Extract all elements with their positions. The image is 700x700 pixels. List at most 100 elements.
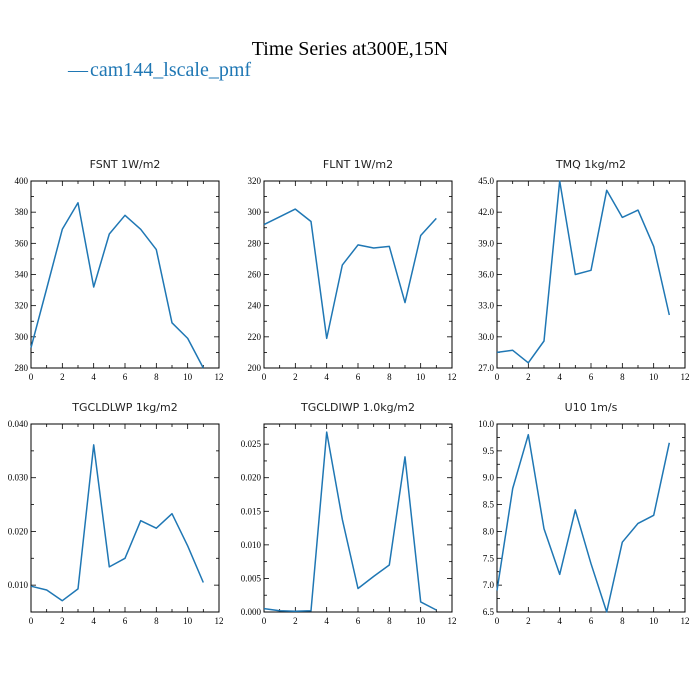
x-tick-label: 10 [649, 372, 659, 382]
y-tick-label: 6.5 [483, 607, 495, 617]
x-tick-label: 0 [29, 616, 34, 626]
x-tick-label: 4 [91, 372, 96, 382]
x-tick-label: 0 [495, 372, 500, 382]
y-tick-label: 45.0 [478, 176, 494, 186]
legend-marker: — [67, 59, 89, 81]
chart-panel-1: FSNT 1W/m2 0 2 4 6 8 10 12 280 300 320 340 360 380 400 [15, 158, 224, 382]
panel-title: TGCLDLWP 1kg/m2 [71, 401, 177, 414]
y-tick-label: 400 [15, 176, 29, 186]
x-tick-label: 10 [416, 372, 426, 382]
y-tick-label: 0.025 [241, 439, 262, 449]
panel-title: TMQ 1kg/m2 [555, 158, 626, 171]
chart-panel-2: FLNT 1W/m2 0 2 4 6 8 10 12 200 220 240 260 280 300 320 [248, 158, 457, 382]
x-tick-label: 10 [416, 616, 426, 626]
x-tick-label: 10 [649, 616, 659, 626]
x-tick-label: 10 [183, 372, 193, 382]
x-tick-label: 4 [557, 616, 562, 626]
chart-panel-4: TGCLDLWP 1kg/m2 0 2 4 6 8 10 12 0.010 0.020 0.030 0… [8, 401, 224, 626]
y-tick-label: 9.5 [483, 446, 495, 456]
y-tick-label: 280 [15, 363, 29, 373]
y-tick-label: 240 [248, 301, 262, 311]
figure-title: Time Series at300E,15N [252, 38, 448, 60]
x-tick-label: 8 [620, 372, 625, 382]
series-line-1 [496, 180, 671, 364]
y-tick-label: 0.040 [8, 419, 29, 429]
y-tick-label: 42.0 [478, 207, 494, 217]
y-tick-label: 340 [15, 270, 29, 280]
y-tick-label: 320 [15, 301, 29, 311]
chart-panels: FSNT 1W/m20 2 4 6 8 10 12280300320340360380400… [8, 158, 690, 626]
x-tick-label: 12 [215, 372, 224, 382]
x-tick-label: 4 [324, 372, 329, 382]
y-tick-label: 36.0 [478, 270, 494, 280]
y-tick-label: 33.0 [478, 301, 494, 311]
series-line-1 [30, 444, 204, 602]
panel-title: FSNT 1W/m2 [90, 158, 161, 171]
y-tick-label: 200 [248, 363, 262, 373]
x-tick-label: 8 [154, 616, 159, 626]
y-tick-label: 0.010 [241, 540, 262, 550]
chart-panel-3: TMQ 1kg/m2 0 2 4 6 8 10 12 27.0 30.0 33.0 36.0 39.0 4… [478, 158, 689, 382]
x-tick-label: 0 [495, 616, 500, 626]
chart-panel-5: TGCLDIWP 1.0kg/m2 0 2 4 6 8 10 12 0.000 0.005 0.01… [241, 401, 457, 626]
x-tick-label: 8 [154, 372, 159, 382]
series-line-1 [496, 433, 671, 613]
x-tick-label: 6 [589, 372, 594, 382]
y-tick-label: 0.000 [241, 607, 262, 617]
series-line-1 [30, 202, 204, 369]
x-tick-label: 6 [589, 616, 594, 626]
x-tick-label: 4 [324, 616, 329, 626]
x-tick-label: 8 [620, 616, 625, 626]
y-tick-label: 280 [248, 238, 262, 248]
series-line-1 [263, 208, 437, 340]
y-tick-label: 7.5 [483, 553, 495, 563]
x-tick-label: 2 [60, 616, 65, 626]
y-tick-label: 30.0 [478, 332, 494, 342]
y-tick-label: 0.020 [8, 526, 29, 536]
y-tick-label: 7.0 [483, 580, 495, 590]
y-tick-label: 8.0 [483, 526, 495, 536]
x-tick-label: 6 [356, 616, 361, 626]
x-tick-label: 8 [387, 616, 392, 626]
x-tick-label: 4 [557, 372, 562, 382]
y-tick-label: 220 [248, 332, 262, 342]
y-tick-label: 10.0 [478, 419, 494, 429]
panel-title: FLNT 1W/m2 [323, 158, 393, 171]
x-tick-label: 6 [356, 372, 361, 382]
x-tick-label: 2 [60, 372, 65, 382]
y-tick-label: 9.0 [483, 473, 495, 483]
y-tick-label: 27.0 [478, 363, 494, 373]
x-tick-label: 6 [123, 616, 128, 626]
y-tick-label: 360 [15, 238, 29, 248]
x-tick-label: 12 [448, 616, 457, 626]
x-tick-label: 12 [681, 616, 690, 626]
y-tick-label: 260 [248, 270, 262, 280]
x-tick-label: 2 [293, 616, 298, 626]
panel-title: TGCLDIWP 1.0kg/m2 [300, 401, 415, 414]
panel-title: U10 1m/s [565, 401, 618, 414]
y-tick-label: 0.020 [241, 473, 262, 483]
legend: — cam144_lscale_pmf [67, 59, 251, 81]
series-line-1 [263, 431, 437, 613]
y-tick-label: 8.5 [483, 500, 495, 510]
x-tick-label: 12 [681, 372, 690, 382]
y-tick-label: 320 [248, 176, 262, 186]
x-tick-label: 0 [262, 372, 267, 382]
y-tick-label: 300 [248, 207, 262, 217]
y-tick-label: 39.0 [478, 238, 494, 248]
y-tick-label: 380 [15, 207, 29, 217]
y-tick-label: 0.030 [8, 473, 29, 483]
y-tick-label: 0.010 [8, 580, 29, 590]
x-tick-label: 8 [387, 372, 392, 382]
y-tick-label: 300 [15, 332, 29, 342]
x-tick-label: 6 [123, 372, 128, 382]
x-tick-label: 2 [526, 616, 531, 626]
x-tick-label: 2 [526, 372, 531, 382]
legend-label: cam144_lscale_pmf [90, 59, 251, 81]
y-tick-label: 0.015 [241, 506, 262, 516]
chart-panel-6: U10 1m/s 0 2 4 6 8 10 12 6.5 7.0 7.5 8.0 8.5 9.0 9.5 10… [478, 401, 689, 626]
x-tick-label: 0 [262, 616, 267, 626]
x-tick-label: 10 [183, 616, 193, 626]
